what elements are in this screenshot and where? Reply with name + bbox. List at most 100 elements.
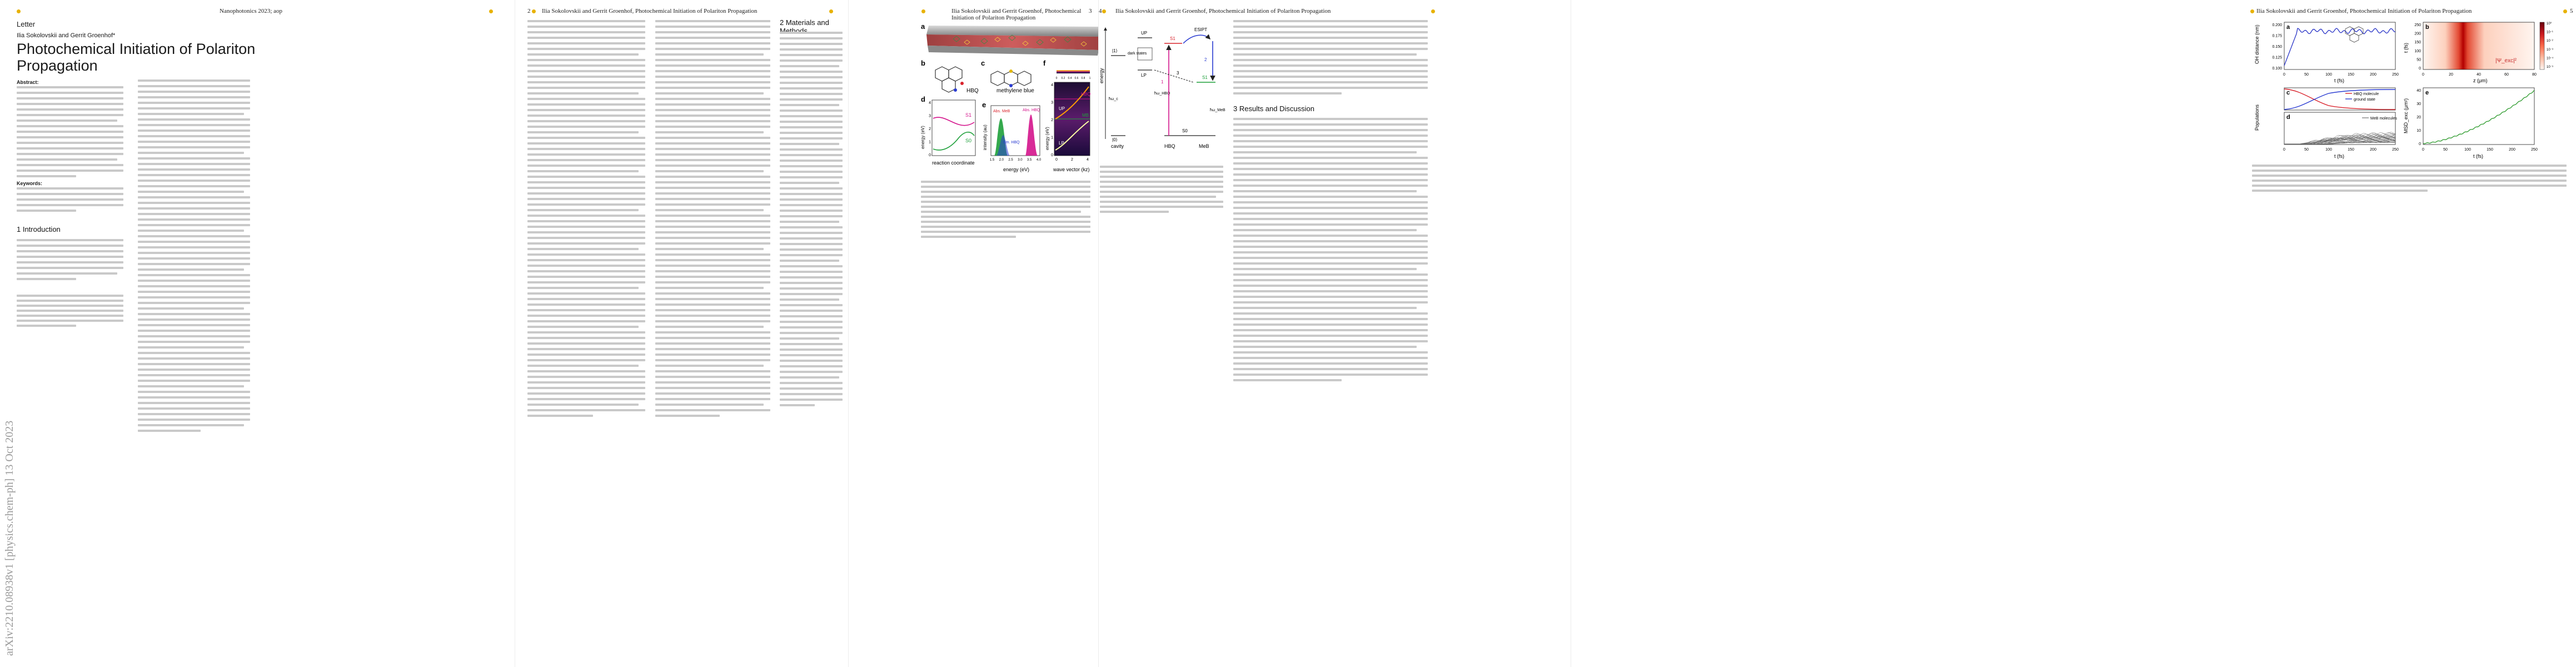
tick-label: 1 xyxy=(1089,77,1091,80)
text-line xyxy=(655,142,770,145)
text-line xyxy=(780,393,843,395)
text-line xyxy=(655,270,770,272)
text-line xyxy=(138,230,244,232)
text-line xyxy=(17,295,123,297)
text-line xyxy=(138,213,250,215)
text-line xyxy=(138,102,250,104)
text-line xyxy=(1233,135,1428,137)
s0-curve xyxy=(933,131,975,151)
s1-curve xyxy=(933,117,975,126)
text-line xyxy=(780,404,815,406)
hbq-label: HBQ xyxy=(1164,143,1175,149)
meb-population-line xyxy=(2284,137,2396,145)
text-line xyxy=(1233,374,1428,376)
panel-label-b: b xyxy=(921,59,925,67)
text-line xyxy=(138,124,250,126)
page-number: 5 xyxy=(2570,8,2573,14)
text-line xyxy=(527,209,639,211)
text-line xyxy=(527,331,645,334)
text-line xyxy=(138,307,244,310)
text-line xyxy=(527,281,645,283)
tick-label: 100 xyxy=(2414,49,2421,53)
text-line xyxy=(1233,31,1428,33)
text-line xyxy=(527,392,645,395)
text-line xyxy=(1233,368,1428,370)
page-marker-dot xyxy=(1102,9,1106,13)
text-line xyxy=(780,387,843,390)
cavity-label: cavity xyxy=(1111,143,1124,149)
text-line xyxy=(1233,201,1428,203)
text-line xyxy=(655,37,770,39)
text-line xyxy=(655,198,770,200)
text-line xyxy=(17,158,117,161)
text-line xyxy=(780,276,843,278)
text-line xyxy=(1233,279,1428,281)
text-line xyxy=(780,48,843,51)
text-line xyxy=(780,71,843,73)
running-head: Ilia Sokolovskii and Gerrit Groenhof, Ph… xyxy=(542,8,758,14)
text-line xyxy=(1233,87,1428,89)
top-mirror xyxy=(926,26,1098,37)
text-line xyxy=(655,226,770,228)
text-line xyxy=(1233,346,1417,348)
text-line xyxy=(780,293,843,295)
tick-label: 250 xyxy=(2531,148,2538,152)
dark-states-band xyxy=(1137,47,1153,61)
text-line xyxy=(780,243,843,245)
text-line xyxy=(527,348,645,350)
text-line xyxy=(138,113,244,115)
text-line xyxy=(138,79,250,82)
text-line xyxy=(1233,64,1428,67)
text-line xyxy=(138,285,250,287)
text-line xyxy=(780,349,843,351)
text-line xyxy=(138,396,250,399)
text-line xyxy=(655,237,770,239)
text-line xyxy=(527,237,645,239)
text-line xyxy=(2252,175,2567,177)
text-line xyxy=(527,137,645,139)
text-line xyxy=(1233,196,1428,198)
text-line xyxy=(921,226,1090,228)
cavity-one-label: |1⟩ xyxy=(1112,48,1118,53)
text-line xyxy=(527,176,645,178)
text-line xyxy=(138,313,250,315)
text-line xyxy=(1233,37,1428,39)
text-line xyxy=(17,256,123,258)
text-line xyxy=(17,204,123,206)
text-line xyxy=(138,168,250,171)
text-line xyxy=(527,398,645,400)
text-line xyxy=(527,381,645,384)
tick-label: 100 xyxy=(2325,148,2332,152)
text-line xyxy=(17,153,123,155)
text-line xyxy=(780,160,843,162)
f-up-label: UP xyxy=(1059,106,1065,111)
tick-label: 2 xyxy=(1051,118,1053,122)
text-line xyxy=(138,118,250,121)
text-line xyxy=(780,115,843,117)
text-line xyxy=(527,181,645,183)
text-line xyxy=(17,300,123,302)
up-label: UP xyxy=(1141,31,1147,36)
text-line xyxy=(138,424,244,426)
text-line xyxy=(138,235,250,237)
text-line xyxy=(527,37,645,39)
abs-meb-label: Abs. MeB xyxy=(993,109,1010,113)
text-line xyxy=(17,278,76,280)
text-line xyxy=(527,354,645,356)
tick-label: 250 xyxy=(2392,148,2399,152)
panel-label-a: a xyxy=(921,22,925,31)
text-line xyxy=(1233,157,1428,159)
text-line xyxy=(2252,165,2567,167)
page-marker-dot xyxy=(489,9,493,13)
tick-label: 4 xyxy=(1087,158,1089,162)
panel-e-ylabel: MSD_exc (μm²) xyxy=(2403,98,2409,133)
panel-label-e: e xyxy=(982,101,986,109)
s1-label: S1 xyxy=(965,112,971,118)
text-line xyxy=(138,280,250,282)
text-line xyxy=(780,137,843,140)
text-line xyxy=(1233,229,1417,231)
text-line xyxy=(527,359,645,361)
text-line xyxy=(138,191,244,193)
text-line xyxy=(655,81,770,83)
text-line xyxy=(17,305,123,307)
